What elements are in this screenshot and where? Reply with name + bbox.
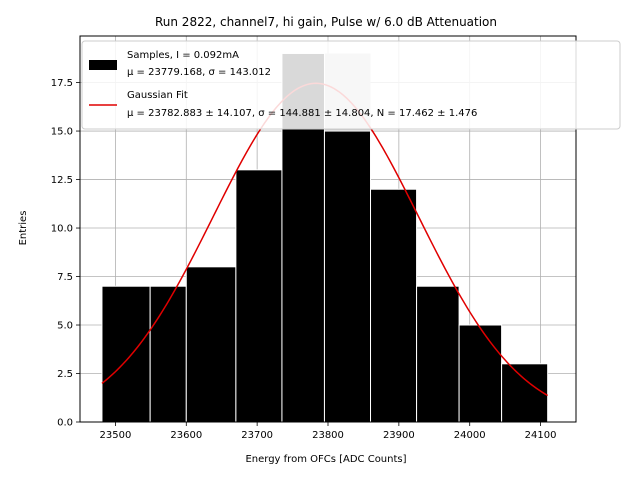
y-tick-label-7: 17.5 bbox=[51, 78, 73, 89]
y-tick-label-0: 0.0 bbox=[57, 418, 73, 429]
histogram-bar-6 bbox=[370, 188, 418, 423]
histogram-bar-5 bbox=[323, 130, 372, 423]
y-tick-label-1: 2.5 bbox=[57, 369, 73, 380]
legend-box bbox=[81, 40, 621, 130]
legend-label-fit: Gaussian Fit bbox=[127, 90, 188, 101]
histogram-bar-8 bbox=[458, 324, 503, 423]
histogram-bar-2 bbox=[185, 266, 237, 423]
legend-swatch-samples bbox=[89, 60, 117, 70]
y-axis-label: Entries bbox=[18, 211, 29, 246]
x-tick-label-0: 23500 bbox=[100, 430, 132, 441]
histogram-bar-1 bbox=[149, 285, 187, 423]
x-tick-label-1: 23600 bbox=[170, 430, 202, 441]
x-tick-label-2: 23700 bbox=[241, 430, 273, 441]
y-tick-label-4: 10.0 bbox=[51, 224, 73, 235]
legend-label-samples: Samples, I = 0.092mA bbox=[127, 50, 239, 61]
chart-title: Run 2822, channel7, hi gain, Pulse w/ 6.… bbox=[155, 15, 497, 29]
y-tick-label-5: 12.5 bbox=[51, 175, 73, 186]
histogram-bar-0 bbox=[101, 285, 151, 423]
y-ticks: 0.0 2.5 5.0 7.5 10.0 12.5 15.0 17.5 bbox=[51, 78, 80, 429]
histogram-bar-9 bbox=[501, 363, 549, 423]
y-tick-label-3: 7.5 bbox=[57, 272, 73, 283]
x-tick-label-6: 24100 bbox=[525, 430, 557, 441]
x-tick-label-5: 24000 bbox=[454, 430, 486, 441]
x-tick-label-4: 23900 bbox=[383, 430, 415, 441]
legend-stats-fit: μ = 23782.883 ± 14.107, σ = 144.881 ± 14… bbox=[127, 108, 477, 119]
legend-stats-samples: μ = 23779.168, σ = 143.012 bbox=[127, 67, 271, 78]
x-axis-label: Energy from OFCs [ADC Counts] bbox=[245, 454, 406, 465]
y-tick-label-2: 5.0 bbox=[57, 321, 73, 332]
x-tick-label-3: 23800 bbox=[312, 430, 344, 441]
histogram-bar-3 bbox=[235, 169, 283, 423]
y-tick-label-6: 15.0 bbox=[51, 127, 73, 138]
legend: Samples, I = 0.092mA μ = 23779.168, σ = … bbox=[81, 40, 621, 130]
histogram-bar-7 bbox=[416, 285, 460, 423]
x-ticks: 23500 23600 23700 23800 23900 24000 24100 bbox=[100, 422, 557, 441]
histogram-bars bbox=[101, 52, 549, 423]
